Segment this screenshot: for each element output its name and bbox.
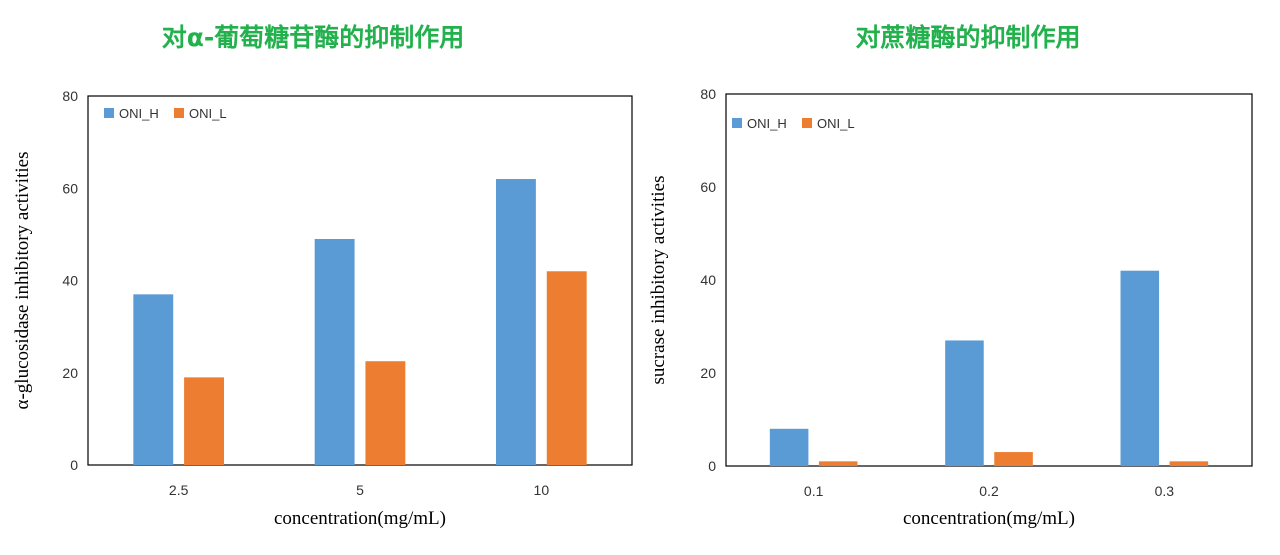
- legend-swatch: [174, 108, 184, 118]
- y-tick-label: 80: [700, 86, 716, 102]
- y-tick-label: 40: [62, 273, 78, 289]
- x-axis-title: concentration(mg/mL): [903, 508, 1075, 529]
- legend-label: ONI_H: [747, 116, 787, 131]
- bar-oni-h: [1120, 270, 1160, 466]
- chart-svg: 0 20 40 60 80 0.1 0.2 0.3 ONI_H ONI_L concentratio…: [648, 86, 1253, 529]
- chart-title: 对α-葡萄糖苷酶的抑制作用: [161, 23, 465, 52]
- y-tick-label: 20: [62, 365, 78, 381]
- bar-oni-h: [945, 340, 984, 466]
- x-tick-label: 0.3: [1155, 483, 1175, 499]
- y-axis-title: α-glucosidase inhibitory activities: [12, 152, 33, 410]
- chart-title: 对蔗糖酶的抑制作用: [855, 23, 1081, 52]
- y-tick-label: 0: [70, 457, 78, 473]
- y-tick-label: 60: [700, 179, 716, 195]
- y-tick-label: 20: [700, 365, 716, 381]
- bar-oni-l: [184, 377, 224, 465]
- bar-oni-l: [818, 461, 858, 466]
- legend-swatch: [104, 108, 114, 118]
- y-tick-label: 40: [700, 272, 716, 288]
- y-tick-label: 0: [708, 458, 716, 474]
- legend-label: ONI_L: [817, 116, 855, 131]
- y-axis-title: sucrase inhibitory activities: [648, 176, 669, 385]
- bar-oni-l: [546, 271, 587, 465]
- legend-swatch: [802, 118, 812, 128]
- bar-oni-h: [314, 238, 355, 465]
- legend-swatch: [732, 118, 742, 128]
- x-tick-label: 5: [356, 482, 364, 498]
- plot-frame: [87, 95, 633, 466]
- plot-frame: [725, 93, 1253, 467]
- bar-oni-h: [496, 179, 536, 465]
- x-tick-label: 0.1: [804, 483, 824, 499]
- bar-oni-l: [994, 452, 1033, 466]
- chart-svg: 0 20 40 60 80 2.5 5 10 ONI_H ONI_L concentration(m…: [12, 88, 633, 529]
- x-axis-title: concentration(mg/mL): [274, 508, 446, 529]
- x-tick-label: 0.2: [979, 483, 999, 499]
- x-tick-label: 2.5: [169, 482, 189, 498]
- bar-oni-h: [769, 428, 809, 466]
- y-tick-label: 80: [62, 88, 78, 104]
- legend-label: ONI_L: [189, 106, 227, 121]
- y-tick-label: 60: [62, 180, 78, 196]
- legend-label: ONI_H: [119, 106, 159, 121]
- bar-oni-l: [1169, 461, 1209, 466]
- bar-oni-h: [133, 294, 174, 465]
- x-tick-label: 10: [534, 482, 550, 498]
- bar-oni-l: [365, 361, 406, 465]
